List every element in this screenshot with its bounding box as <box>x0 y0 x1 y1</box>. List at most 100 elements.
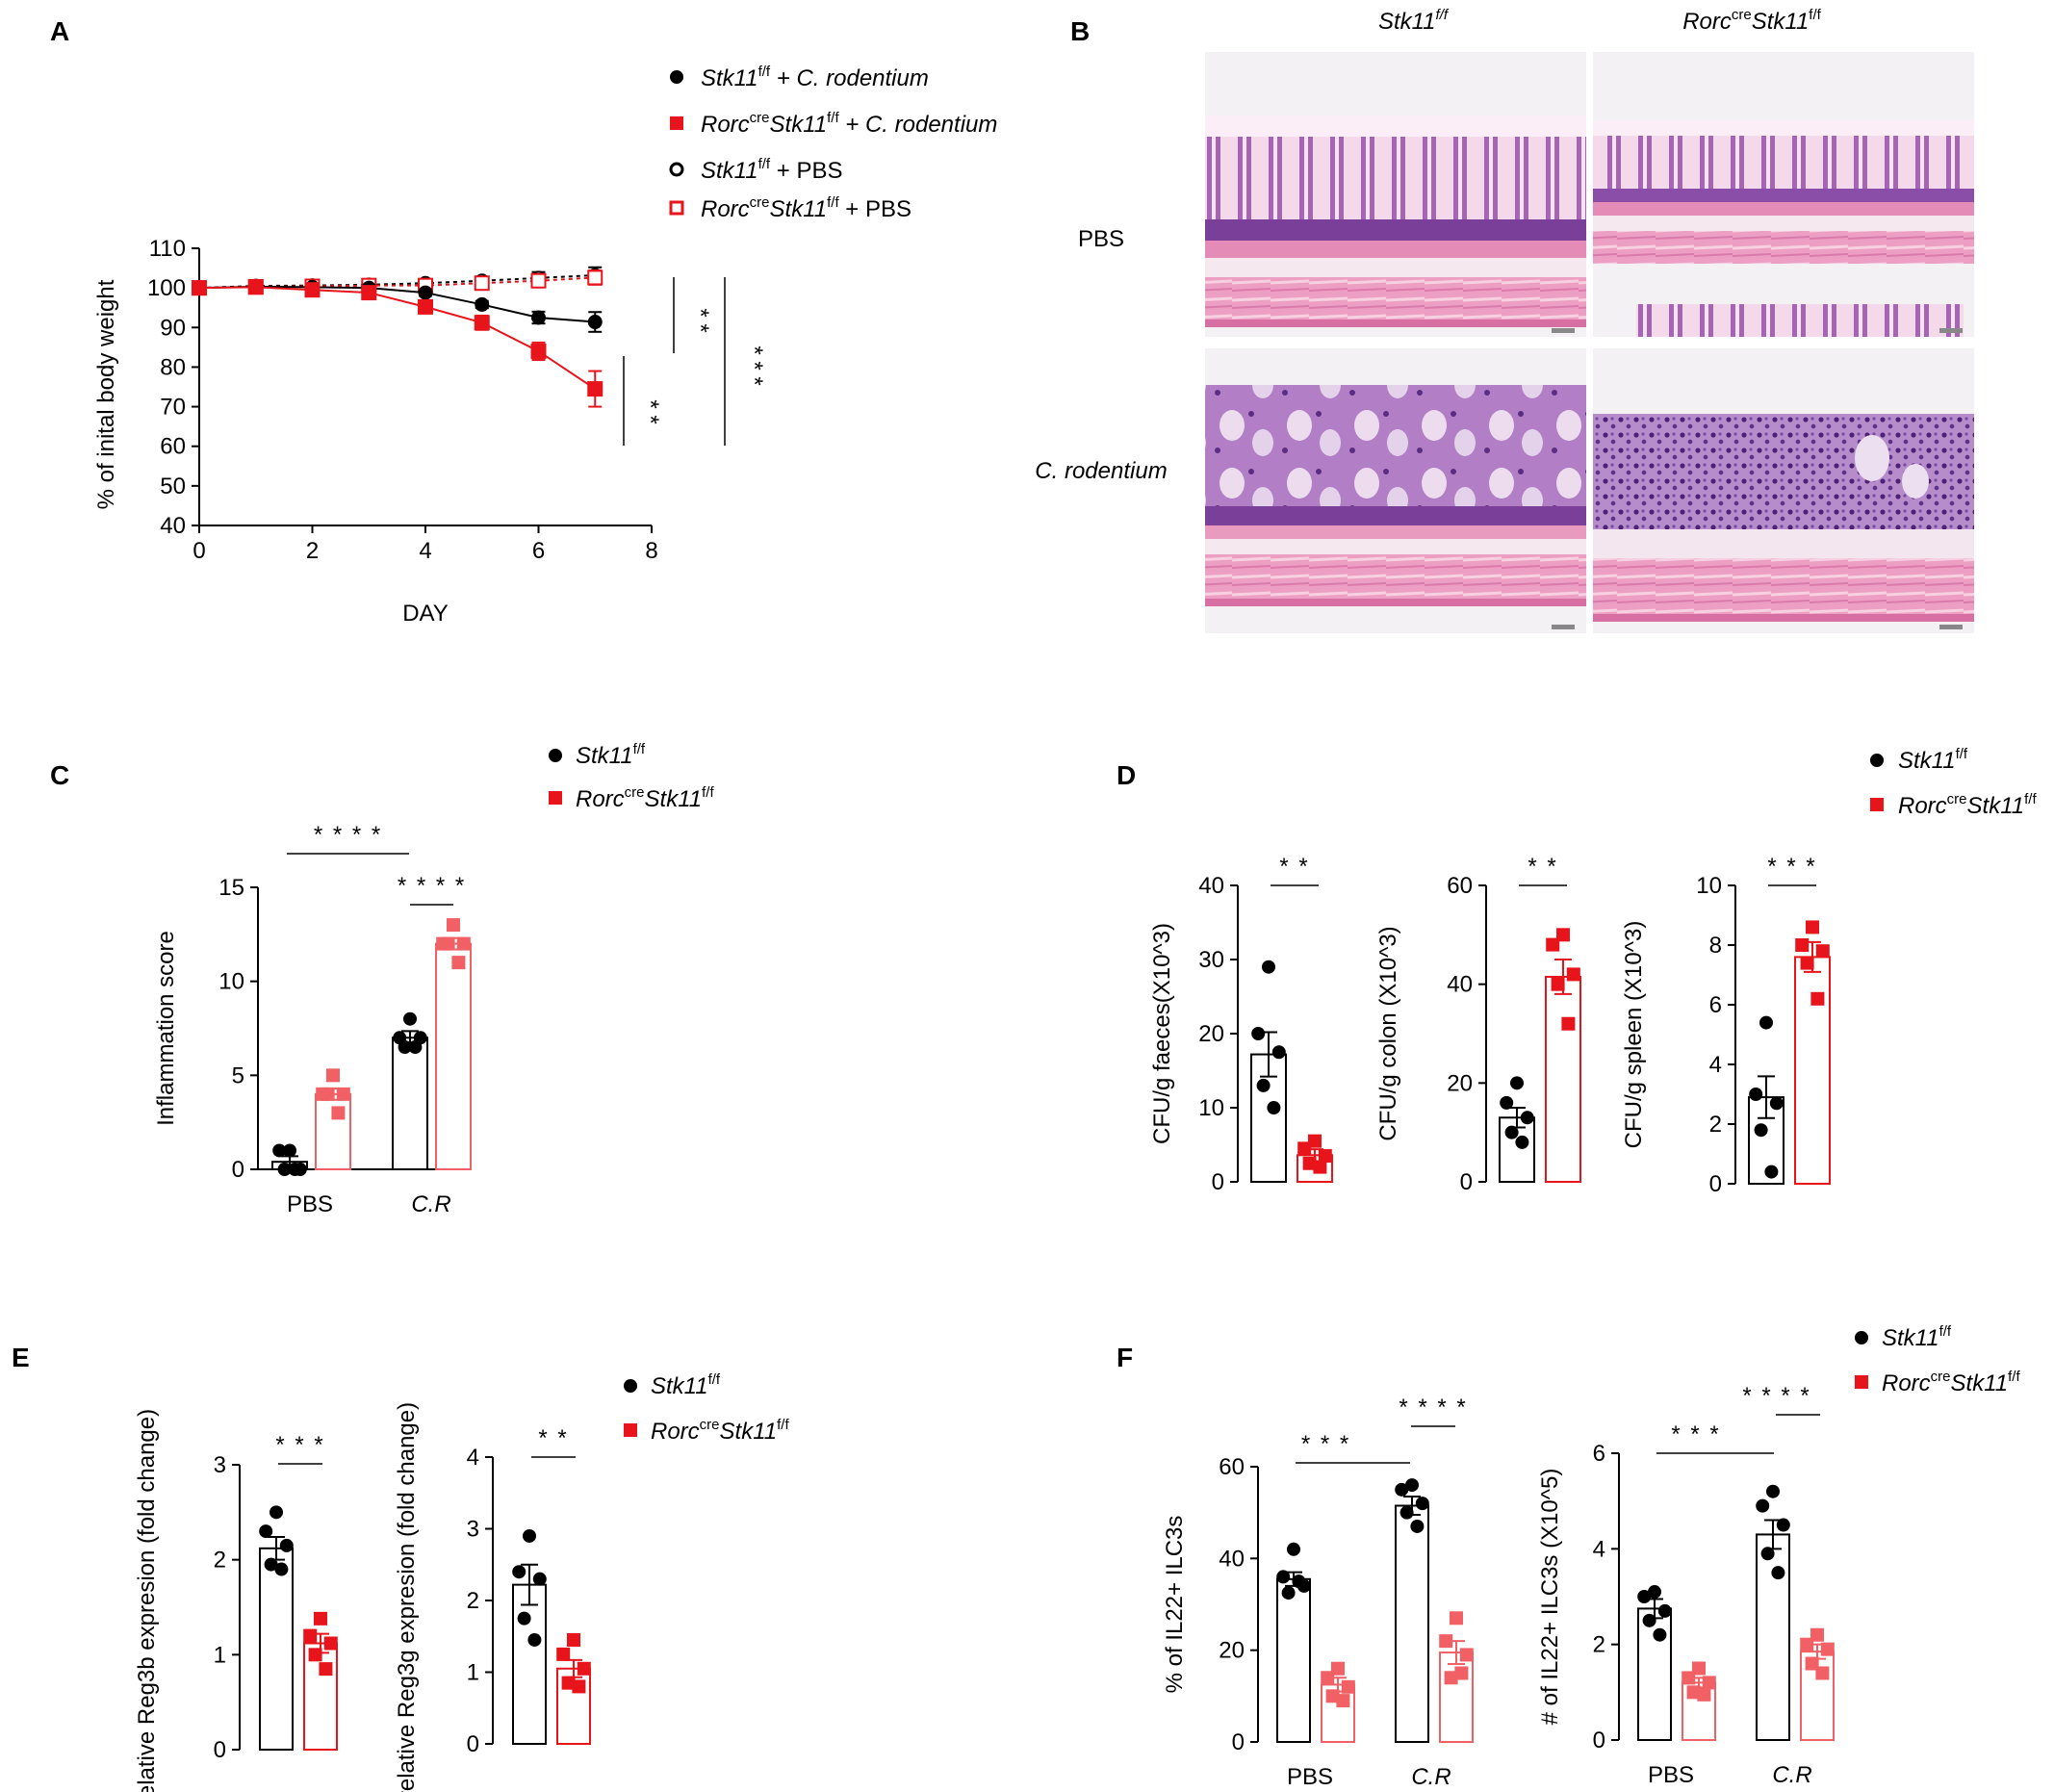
chart-e-reg3b-ytick-label: 3 <box>214 1452 226 1478</box>
chart-f-number-category-label: C.R <box>1772 1762 1811 1788</box>
legend-e-marker-ko <box>624 1423 637 1437</box>
legend-a-marker-ctrl-cr <box>670 70 683 84</box>
legend-d-ko: RorccreStk11f/f <box>1898 791 2037 819</box>
chart-f-percent-point-ko-pbs <box>1341 1679 1355 1694</box>
chart-f-number-bar-ctrl-cr <box>1756 1533 1790 1742</box>
chart-d-colon-point-ko <box>1546 937 1560 952</box>
chart-d-colon: 0 20 40 60 CFU/g colon (X10^3) * * <box>1375 854 1581 1195</box>
chart-f-number-point-ctrl-cr <box>1756 1498 1770 1513</box>
chart-c-ylabel: Inflammation score <box>153 931 179 1126</box>
chart-a-ytick-label: 70 <box>160 395 186 421</box>
chart-e-reg3b-point-ko <box>323 1636 338 1651</box>
chart-e-reg3b-ytick-label: 0 <box>214 1737 226 1763</box>
chart-c-bar-ko-pbs <box>315 1092 351 1171</box>
chart-d-colon-ylabel: CFU/g colon (X10^3) <box>1375 926 1401 1140</box>
chart-e-reg3g-point-ctrl <box>523 1528 536 1543</box>
panel-label-c: C <box>50 760 69 790</box>
chart-d-colon-point-ko <box>1551 977 1565 991</box>
chart-a-point-ko-cr <box>247 279 264 295</box>
histology-panel: Stk11f/f RorccreStk11f/f PBS C. rodentiu… <box>1035 7 1974 633</box>
chart-d-colon-ytick-label: 20 <box>1447 1070 1473 1096</box>
chart-c-point-ko-pbs <box>331 1106 346 1120</box>
chart-d-faeces-point-ctrl <box>1271 1045 1286 1060</box>
chart-e-reg3b: 0 1 2 3 relative Reg3b expresion (fold chang… <box>134 1409 338 1792</box>
chart-f-percent-point-ctrl-cr <box>1405 1478 1419 1493</box>
chart-a-point-ko-cr <box>304 282 321 298</box>
chart-e-reg3b-point-ctrl <box>274 1562 289 1576</box>
chart-f-percent-point-ko-pbs <box>1331 1661 1345 1676</box>
legend-e-marker-ctrl <box>624 1379 637 1393</box>
chart-d-faeces-ytick-label: 0 <box>1212 1169 1224 1195</box>
chart-c-bar-ctrl-cr <box>392 1037 428 1171</box>
chart-d-faeces-point-ko <box>1318 1149 1332 1164</box>
chart-f-number-point-ctrl-pbs <box>1642 1613 1656 1627</box>
chart-d-faeces-point-ctrl <box>1256 1078 1271 1092</box>
chart-f-number-point-ko-cr <box>1805 1656 1819 1671</box>
chart-e-reg3b-sig-text: * * * <box>275 1432 324 1458</box>
chart-c-ytick-label: 5 <box>232 1062 244 1088</box>
chart-d-faeces-point-ko <box>1297 1141 1312 1156</box>
legend-e: Stk11f/f RorccreStk11f/f <box>624 1371 789 1445</box>
chart-a-plot: 40 50 60 70 80 90 100 110 0 2 4 6 8 <box>147 236 726 564</box>
chart-d-spleen-point-ko <box>1800 956 1814 970</box>
chart-f-number-ytick-label: 2 <box>1593 1632 1605 1658</box>
panel-label-b: B <box>1070 16 1090 46</box>
chart-d-spleen-point-ctrl <box>1749 1088 1763 1101</box>
chart-f-number-point-ko-pbs <box>1692 1661 1706 1676</box>
chart-d-spleen-sig-text: * * * <box>1767 854 1816 880</box>
chart-d-colon-ytick-label: 40 <box>1447 972 1473 998</box>
chart-a-point-ctrl-cr <box>418 285 433 300</box>
chart-d-colon-point-ctrl <box>1510 1076 1524 1090</box>
chart-c-point-ctrl-pbs <box>288 1163 302 1176</box>
chart-e-reg3g-point-ko <box>577 1661 591 1676</box>
chart-d-colon-point-ctrl <box>1500 1095 1514 1110</box>
chart-f-number-ytick-label: 0 <box>1593 1728 1605 1754</box>
chart-f-number-point-ko-cr <box>1815 1666 1830 1680</box>
chart-f-percent-category-label: PBS <box>1287 1764 1333 1790</box>
chart-e-reg3g-point-ctrl <box>517 1611 531 1626</box>
chart-d-spleen-point-ctrl <box>1754 1123 1768 1138</box>
legend-a-marker-ko-pbs <box>669 200 684 216</box>
chart-a: DAY % of inital body weight 405060708090… <box>93 236 767 627</box>
chart-f-number-point-ctrl-pbs <box>1657 1603 1672 1618</box>
legend-a-ctrl-pbs: Stk11f/f + PBS <box>701 156 842 184</box>
chart-e-reg3g-ytick-label: 2 <box>467 1588 479 1614</box>
chart-f-percent-point-ctrl-pbs <box>1281 1586 1296 1600</box>
chart-a-point-ko-cr <box>587 381 603 397</box>
chart-d-faeces-ytick-label: 30 <box>1198 947 1224 973</box>
chart-d-colon-point-ctrl <box>1515 1135 1529 1149</box>
histology-col-ko: RorccreStk11f/f <box>1682 7 1821 35</box>
histology-image-ctrl-cr <box>1205 348 1586 633</box>
histology-image-ctrl-pbs <box>1205 52 1586 337</box>
chart-f-percent-point-ctrl-cr <box>1399 1505 1414 1520</box>
chart-a-point-ko-cr <box>361 285 377 301</box>
chart-c-category-label: PBS <box>287 1191 333 1217</box>
legend-e-ctrl: Stk11f/f <box>651 1371 721 1399</box>
chart-f-percent-bar-ko-cr <box>1439 1651 1474 1744</box>
chart-d-faeces-sig-text: * * <box>1279 854 1309 880</box>
chart-d-faeces-ytick-label: 20 <box>1198 1021 1224 1047</box>
chart-d-colon-point-ko <box>1566 967 1580 982</box>
chart-d-faeces: 0 10 20 30 40 CFU/g faeces(X10^3) * * <box>1149 854 1333 1195</box>
chart-a-point-ko-cr <box>474 315 490 331</box>
chart-c-point-ko-pbs <box>326 1068 340 1083</box>
legend-d-marker-ko <box>1870 798 1884 811</box>
legend-f-marker-ctrl <box>1855 1331 1868 1344</box>
chart-e-reg3g: 0 1 2 3 4 relative Reg3g expresion (fold chan… <box>394 1402 591 1792</box>
chart-d-spleen-point-ctrl <box>1759 1015 1773 1030</box>
chart-d-spleen-point-ko <box>1806 920 1819 934</box>
chart-f-percent-point-ko-pbs <box>1325 1689 1340 1703</box>
chart-d-spleen-bar-ko <box>1794 956 1831 1186</box>
chart-e-reg3b-ytick-label: 1 <box>214 1642 226 1668</box>
legend-e-ko: RorccreStk11f/f <box>651 1417 789 1445</box>
chart-f-percent-ytick-label: 40 <box>1219 1546 1245 1572</box>
chart-c-sig-text: * * * * <box>314 822 382 848</box>
chart-c-point-ko-cr <box>447 918 460 933</box>
legend-a-ko-pbs: RorccreStk11f/f + PBS <box>701 194 911 222</box>
chart-d-spleen-point-ko <box>1815 944 1830 959</box>
chart-f-percent-ylabel: % of IL22+ ILC3s <box>1162 1516 1188 1694</box>
chart-f-number-point-ko-pbs <box>1682 1671 1696 1685</box>
chart-e-reg3g-point-ctrl <box>532 1572 547 1586</box>
chart-c-ytick-label: 15 <box>218 875 244 901</box>
